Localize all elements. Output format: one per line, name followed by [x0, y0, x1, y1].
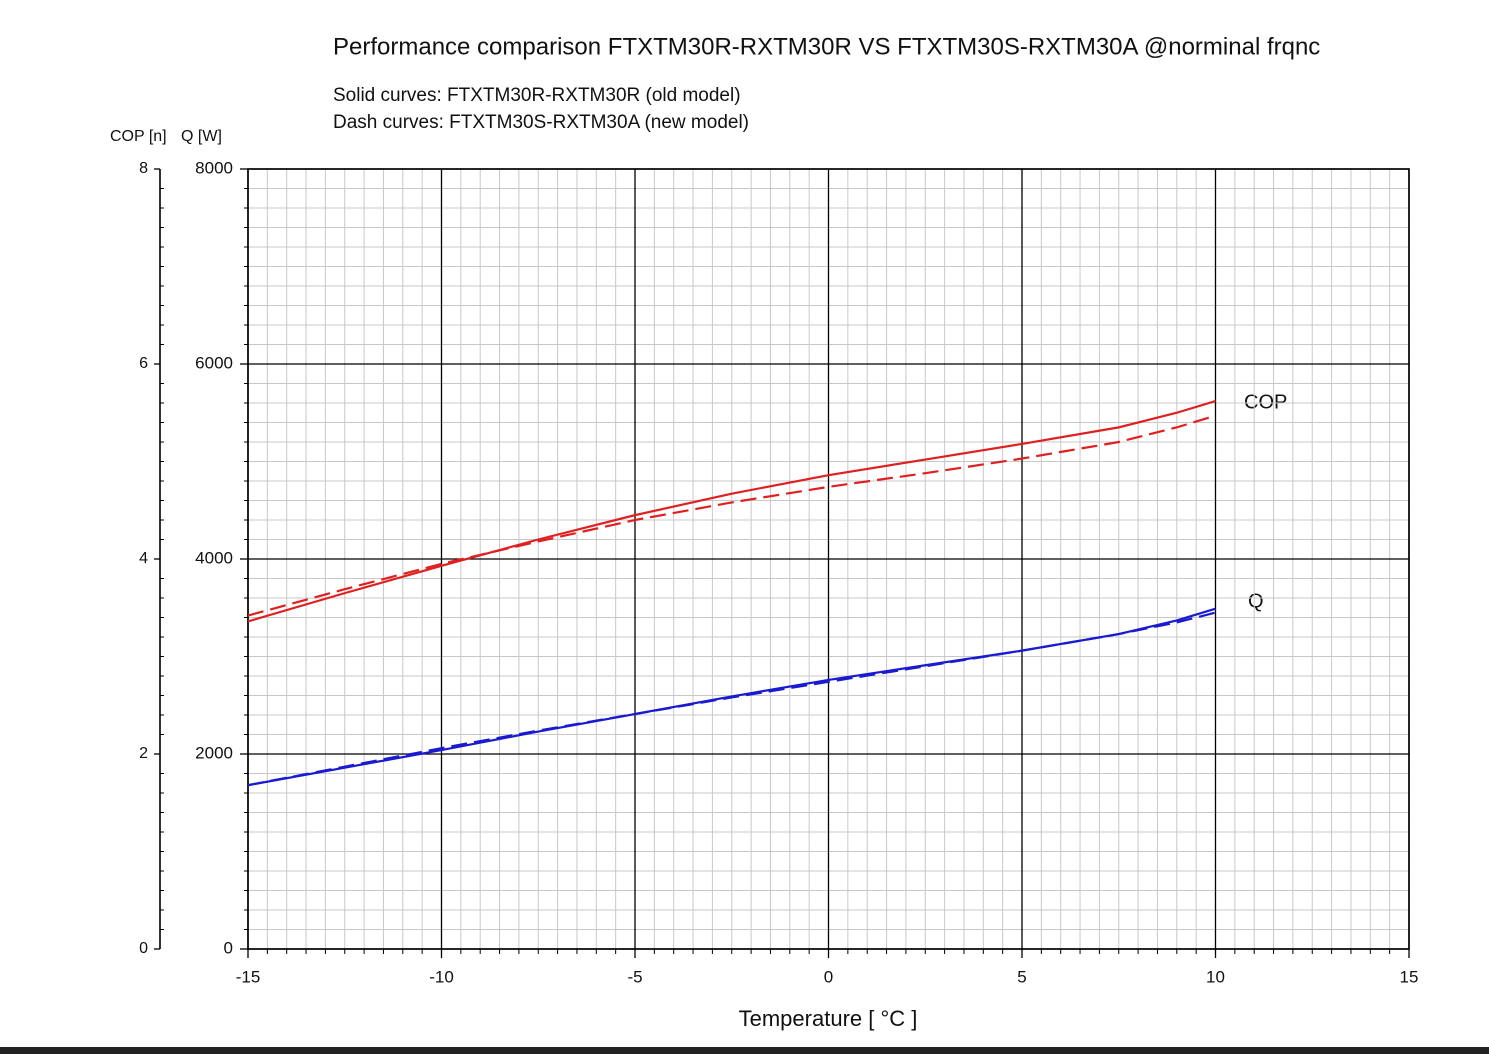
- curve-label: Q: [1248, 590, 1264, 612]
- y-tick-label: 4000: [195, 548, 233, 567]
- y-tick-label: 0: [224, 938, 233, 957]
- series-line: [247, 607, 1216, 787]
- plot-frame: [247, 168, 1410, 950]
- subtitle: Solid curves: FTXTM30R-RXTM30R (old mode…: [333, 85, 741, 106]
- x-tick-label: -5: [627, 967, 642, 986]
- curve-label: COP: [1244, 391, 1287, 413]
- y-tick-label: 6000: [195, 353, 233, 372]
- y2-tick-label: 0: [139, 940, 148, 957]
- y2-axis-label: COP [n]: [110, 128, 167, 145]
- y2-tick-label: 4: [139, 550, 148, 567]
- y-tick-label: 2000: [195, 743, 233, 762]
- x-tick-label: 0: [824, 967, 833, 986]
- series-line: [247, 414, 1216, 617]
- y2-tick-label: 6: [139, 355, 148, 372]
- x-tick-label: -15: [236, 967, 261, 986]
- x-tick-label: -10: [429, 967, 454, 986]
- x-tick-label: 5: [1017, 967, 1026, 986]
- series-line: [247, 611, 1216, 787]
- x-tick-label: 10: [1206, 967, 1225, 986]
- y-axis-label: Q [W]: [181, 128, 222, 145]
- series-line: [247, 399, 1216, 623]
- bottom-bar: [0, 1047, 1489, 1054]
- y2-tick-label: 8: [139, 160, 148, 177]
- x-tick-label: 15: [1400, 967, 1419, 986]
- y2-tick-label: 2: [139, 745, 148, 762]
- x-axis-label: Temperature [ °C ]: [739, 1006, 918, 1031]
- y-tick-label: 8000: [195, 158, 233, 177]
- subtitle: Dash curves: FTXTM30S-RXTM30A (new model…: [333, 112, 749, 133]
- chart-title: Performance comparison FTXTM30R-RXTM30R …: [333, 33, 1320, 60]
